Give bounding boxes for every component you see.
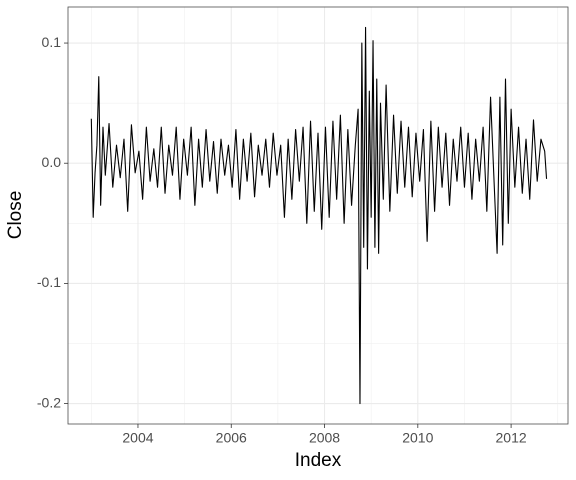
x-tick-label: 2004 bbox=[122, 430, 153, 446]
panel-border bbox=[67, 6, 569, 425]
y-tick-label: -0.1 bbox=[37, 274, 61, 290]
line bbox=[90, 26, 548, 405]
y-tick-label: 0.1 bbox=[42, 34, 62, 50]
y-tick-label: -0.2 bbox=[37, 394, 61, 410]
x-axis-title: Index bbox=[295, 450, 342, 471]
x-tick-label: 2006 bbox=[216, 430, 247, 446]
y-tick-label: 0.0 bbox=[42, 154, 62, 170]
x-tick-label: 2010 bbox=[402, 430, 433, 446]
plot-area bbox=[90, 26, 548, 405]
x-tick-label: 2008 bbox=[309, 430, 340, 446]
x-tick-label: 2012 bbox=[496, 430, 527, 446]
grid bbox=[68, 7, 568, 424]
y-axis-title: Close bbox=[5, 191, 26, 240]
